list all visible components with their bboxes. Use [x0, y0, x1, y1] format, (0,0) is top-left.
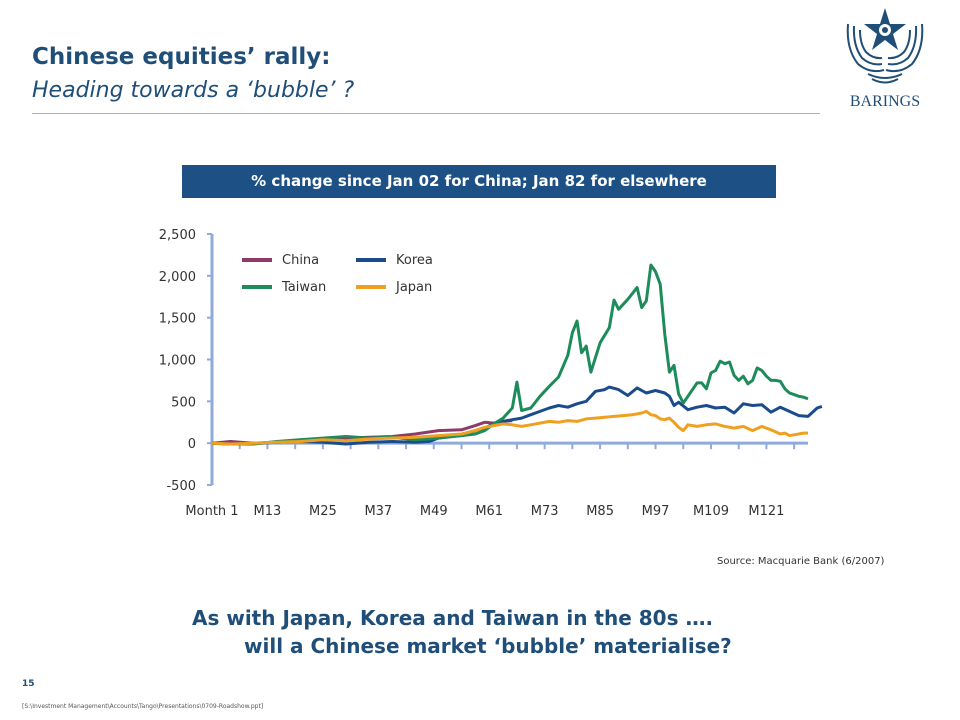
- x-tick-label: M121: [748, 504, 784, 519]
- y-tick-label: 2,000: [159, 270, 196, 285]
- x-tick-label: M85: [586, 504, 614, 519]
- question-line-2: will a Chinese market ‘bubble’ materiali…: [244, 634, 732, 658]
- legend-label-china: China: [282, 253, 319, 268]
- x-tick-label: Month 1: [185, 504, 238, 519]
- legend-label-korea: Korea: [396, 253, 433, 268]
- y-tick-label: 2,500: [159, 228, 196, 243]
- slide-subtitle: Heading towards a ‘bubble’ ?: [32, 78, 355, 103]
- x-tick-label: M49: [420, 504, 448, 519]
- y-tick-label: -500: [166, 479, 196, 494]
- slide-title: Chinese equities’ rally:: [32, 44, 331, 70]
- x-tick-label: M37: [364, 504, 392, 519]
- source-note: Source: Macquarie Bank (6/2007): [717, 556, 885, 567]
- logo-wordmark: BARINGS: [850, 93, 920, 110]
- series-line-taiwan: [211, 263, 809, 446]
- chart-banner: % change since Jan 02 for China; Jan 82 …: [182, 165, 776, 198]
- barings-logo: BARINGS: [846, 8, 924, 110]
- series-line-korea: [211, 385, 823, 446]
- file-path: [S:\Investment Management\Accounts\Tango…: [22, 703, 264, 710]
- legend-label-japan: Japan: [395, 280, 432, 295]
- page-number: 15: [22, 679, 35, 689]
- series-line-japan: [211, 409, 808, 446]
- title-divider: [32, 113, 820, 114]
- y-tick-label: 1,500: [159, 312, 196, 327]
- x-tick-label: M13: [254, 504, 282, 519]
- x-tick-label: M109: [693, 504, 729, 519]
- x-tick-label: M97: [642, 504, 670, 519]
- y-tick-label: 0: [188, 437, 196, 452]
- x-tick-label: M25: [309, 504, 337, 519]
- x-tick-label: M73: [531, 504, 559, 519]
- question-line-1: As with Japan, Korea and Taiwan in the 8…: [192, 606, 714, 630]
- y-tick-label: 500: [171, 395, 196, 410]
- y-tick-label: 1,000: [159, 354, 196, 369]
- x-tick-label: M61: [475, 504, 503, 519]
- legend-label-taiwan: Taiwan: [281, 280, 326, 295]
